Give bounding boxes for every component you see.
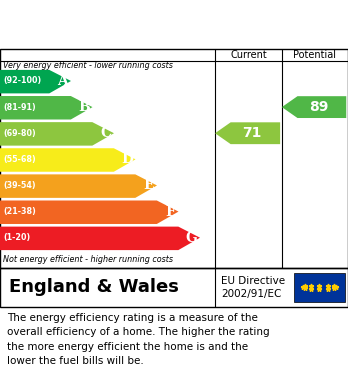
- Polygon shape: [0, 227, 200, 250]
- Text: Not energy efficient - higher running costs: Not energy efficient - higher running co…: [3, 255, 174, 264]
- Text: England & Wales: England & Wales: [9, 278, 179, 296]
- Text: E: E: [143, 178, 154, 192]
- Polygon shape: [0, 96, 93, 120]
- Polygon shape: [282, 96, 346, 118]
- Text: Current: Current: [230, 50, 267, 60]
- Text: B: B: [78, 100, 90, 114]
- Text: C: C: [100, 126, 111, 140]
- Text: (55-68): (55-68): [3, 155, 36, 164]
- Text: Very energy efficient - lower running costs: Very energy efficient - lower running co…: [3, 61, 173, 70]
- Text: (81-91): (81-91): [3, 102, 36, 111]
- Text: (92-100): (92-100): [3, 77, 42, 86]
- Text: EU Directive
2002/91/EC: EU Directive 2002/91/EC: [221, 276, 285, 299]
- Polygon shape: [0, 122, 114, 145]
- Text: G: G: [186, 231, 198, 245]
- Text: 89: 89: [309, 100, 328, 114]
- Text: (69-80): (69-80): [3, 129, 36, 138]
- Polygon shape: [0, 174, 157, 198]
- Text: (1-20): (1-20): [3, 233, 31, 242]
- Polygon shape: [0, 148, 135, 172]
- Text: A: A: [57, 74, 68, 88]
- Text: (39-54): (39-54): [3, 181, 36, 190]
- Text: 71: 71: [242, 126, 262, 140]
- Polygon shape: [0, 70, 71, 93]
- Text: Energy Efficiency Rating: Energy Efficiency Rating: [9, 18, 238, 36]
- Text: Potential: Potential: [293, 50, 337, 60]
- Polygon shape: [215, 122, 280, 144]
- Text: The energy efficiency rating is a measure of the
overall efficiency of a home. T: The energy efficiency rating is a measur…: [7, 313, 270, 366]
- Text: F: F: [165, 204, 175, 219]
- Bar: [294, 273, 345, 302]
- Text: D: D: [121, 152, 133, 166]
- Text: (21-38): (21-38): [3, 207, 36, 216]
- Polygon shape: [0, 201, 179, 224]
